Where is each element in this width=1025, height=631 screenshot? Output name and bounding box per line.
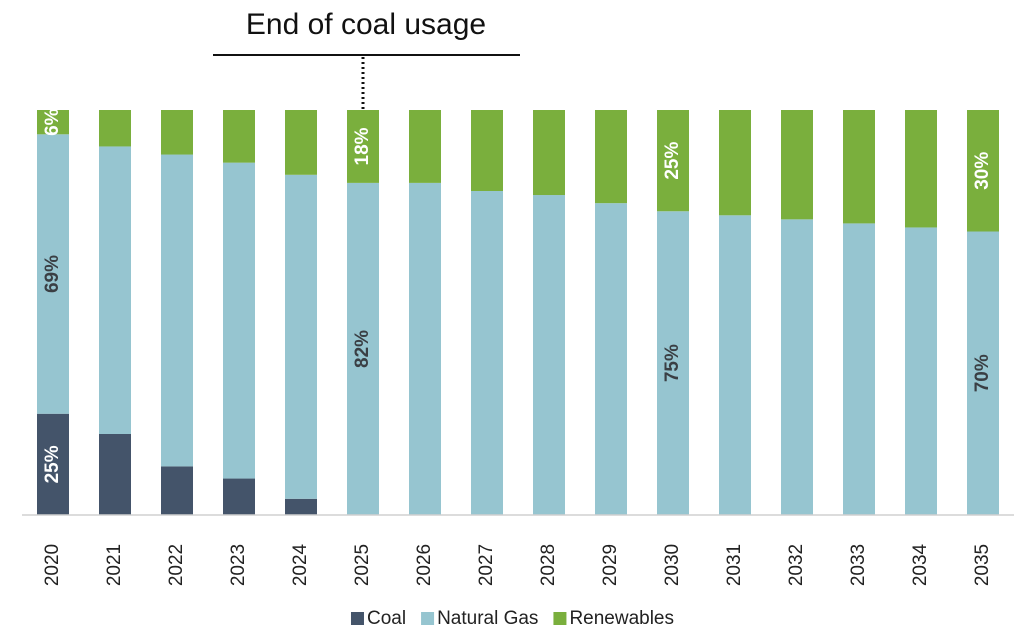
bar-segment xyxy=(905,110,937,228)
x-tick-label: 2031 xyxy=(724,544,745,586)
bar-segment xyxy=(595,203,627,515)
legend-swatch xyxy=(553,612,567,625)
bar-segment xyxy=(781,219,813,515)
bar-segment xyxy=(967,231,999,515)
x-tick-label: 2022 xyxy=(166,544,187,586)
x-tick-label: 2030 xyxy=(662,544,683,586)
data-label: 25% xyxy=(662,142,683,180)
bar-segment xyxy=(99,146,131,434)
data-label: 82% xyxy=(352,330,373,368)
data-label: 69% xyxy=(42,255,63,293)
bar-segment xyxy=(471,110,503,191)
x-tick-label: 2023 xyxy=(228,544,249,586)
bar-segment xyxy=(285,498,317,515)
bar-segment xyxy=(223,110,255,163)
annotation: End of coal usage xyxy=(246,8,486,41)
x-tick-label: 2033 xyxy=(848,544,869,586)
bar-segment xyxy=(37,134,69,414)
bar-segment xyxy=(99,110,131,147)
data-label: 18% xyxy=(352,127,373,165)
data-label: 6% xyxy=(42,108,63,136)
bar-segment xyxy=(471,191,503,515)
legend-swatch xyxy=(421,612,435,625)
x-tick-label: 2029 xyxy=(600,544,621,586)
legend-label: Coal xyxy=(367,608,406,629)
legend: Coal Natural Gas Renewables xyxy=(350,608,674,629)
x-tick-label: 2032 xyxy=(786,544,807,586)
bar-segment xyxy=(161,154,193,467)
bar-segment xyxy=(719,215,751,516)
data-label: 25% xyxy=(42,445,63,483)
bar-segment xyxy=(967,110,999,232)
bar-segment xyxy=(223,162,255,479)
bar-segment xyxy=(161,466,193,515)
x-tick-label: 2020 xyxy=(42,544,63,586)
bar-segment xyxy=(409,182,441,515)
bar-segment xyxy=(781,110,813,220)
bar-segment xyxy=(409,110,441,183)
bar-segment xyxy=(99,434,131,515)
legend-label: Natural Gas xyxy=(437,608,538,629)
bar-segment xyxy=(595,110,627,204)
data-label: 30% xyxy=(972,152,993,190)
bar-segment xyxy=(285,174,317,499)
bar-segment xyxy=(223,478,255,515)
bar-segment xyxy=(533,110,565,196)
data-label: 75% xyxy=(662,344,683,382)
bar-segment xyxy=(905,227,937,515)
bar-segment xyxy=(657,110,689,212)
legend-swatch xyxy=(350,612,364,625)
bar-segment xyxy=(37,110,69,135)
bar-segment xyxy=(285,110,317,175)
bar-segment xyxy=(161,110,193,155)
x-tick-label: 2021 xyxy=(104,544,125,586)
x-tick-label: 2027 xyxy=(476,544,497,586)
x-tick-label: 2026 xyxy=(414,544,435,586)
data-label: 70% xyxy=(972,354,993,392)
x-tick-label: 2028 xyxy=(538,544,559,586)
bar-segment xyxy=(347,110,379,183)
bar-segment xyxy=(37,413,69,515)
x-tick-label: 2025 xyxy=(352,544,373,586)
x-tick-label: 2024 xyxy=(290,543,311,586)
bar-segment xyxy=(657,211,689,515)
legend-label: Renewables xyxy=(569,608,674,629)
x-tick-label: 2035 xyxy=(972,544,993,586)
bar-segment xyxy=(533,195,565,516)
bar-segment xyxy=(347,182,379,515)
x-tick-label: 2034 xyxy=(910,543,931,586)
bar-segment xyxy=(719,110,751,216)
bar-segment xyxy=(843,110,875,224)
bar-segment xyxy=(843,223,875,515)
